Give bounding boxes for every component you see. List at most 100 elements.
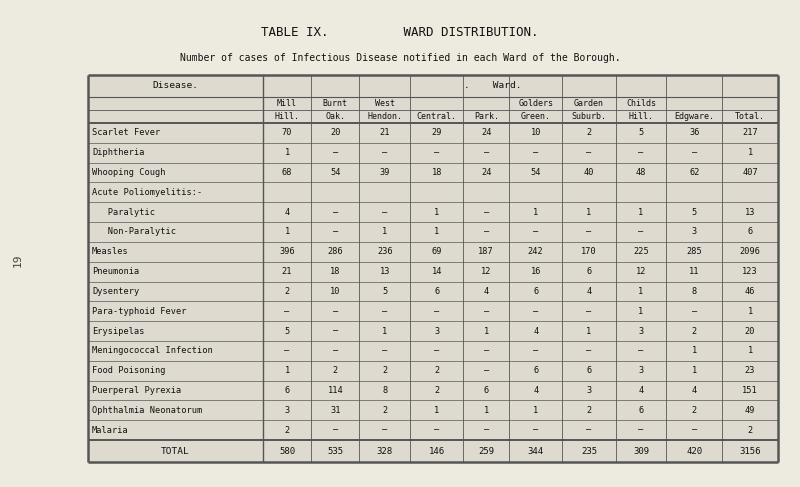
Text: Non-Paralytic: Non-Paralytic: [92, 227, 176, 237]
Text: 1: 1: [747, 307, 753, 316]
Text: 3: 3: [638, 326, 644, 336]
Text: Park.: Park.: [474, 112, 498, 121]
Text: —: —: [382, 426, 387, 434]
Text: Malaria: Malaria: [92, 426, 129, 434]
Text: 2096: 2096: [739, 247, 761, 256]
Text: —: —: [382, 148, 387, 157]
Text: 6: 6: [638, 406, 644, 415]
Text: 5: 5: [692, 207, 697, 217]
Text: —: —: [484, 346, 489, 356]
Text: 1: 1: [285, 148, 290, 157]
Text: —: —: [484, 207, 489, 217]
Text: 16: 16: [530, 267, 541, 276]
Text: Suburb.: Suburb.: [571, 112, 606, 121]
Text: 146: 146: [429, 447, 445, 455]
Text: 1: 1: [692, 346, 697, 356]
Text: —: —: [586, 227, 592, 237]
Text: 4: 4: [533, 386, 538, 395]
Text: 2: 2: [434, 386, 439, 395]
Text: 36: 36: [689, 129, 699, 137]
Text: 5: 5: [382, 287, 387, 296]
Text: 18: 18: [431, 168, 442, 177]
Text: —: —: [434, 148, 439, 157]
Text: 21: 21: [379, 129, 390, 137]
Text: .    Ward.: . Ward.: [464, 81, 522, 91]
Text: Puerperal Pyrexia: Puerperal Pyrexia: [92, 386, 182, 395]
Text: —: —: [692, 426, 697, 434]
Text: 5: 5: [285, 326, 290, 336]
Text: —: —: [484, 148, 489, 157]
Text: 407: 407: [742, 168, 758, 177]
Text: 12: 12: [636, 267, 646, 276]
Text: 1: 1: [533, 207, 538, 217]
Text: Paralytic: Paralytic: [92, 207, 155, 217]
Text: —: —: [533, 307, 538, 316]
Text: —: —: [434, 426, 439, 434]
Text: 420: 420: [686, 447, 702, 455]
Text: 6: 6: [586, 267, 592, 276]
Text: 1: 1: [638, 307, 644, 316]
Text: Hill.: Hill.: [629, 112, 654, 121]
Text: —: —: [638, 227, 644, 237]
Text: Erysipelas: Erysipelas: [92, 326, 145, 336]
Text: —: —: [382, 307, 387, 316]
Text: 2: 2: [747, 426, 753, 434]
Text: 20: 20: [330, 129, 341, 137]
Text: 49: 49: [745, 406, 755, 415]
Text: —: —: [382, 207, 387, 217]
Text: 1: 1: [434, 227, 439, 237]
Text: 2: 2: [586, 129, 592, 137]
Text: 8: 8: [382, 386, 387, 395]
Text: 235: 235: [581, 447, 597, 455]
Text: 151: 151: [742, 386, 758, 395]
Text: —: —: [484, 227, 489, 237]
Text: 18: 18: [330, 267, 341, 276]
Text: 54: 54: [330, 168, 341, 177]
Text: —: —: [434, 346, 439, 356]
Text: 24: 24: [481, 168, 491, 177]
Text: —: —: [285, 307, 290, 316]
Text: 46: 46: [745, 287, 755, 296]
Text: 344: 344: [528, 447, 544, 455]
Text: 4: 4: [638, 386, 644, 395]
Text: —: —: [333, 227, 338, 237]
Text: 29: 29: [431, 129, 442, 137]
Text: 6: 6: [747, 227, 753, 237]
Text: Hill.: Hill.: [274, 112, 300, 121]
Text: 4: 4: [586, 287, 592, 296]
Text: Disease.: Disease.: [153, 81, 198, 91]
Text: 24: 24: [481, 129, 491, 137]
Text: 114: 114: [327, 386, 343, 395]
Text: TABLE IX.          WARD DISTRIBUTION.: TABLE IX. WARD DISTRIBUTION.: [262, 25, 538, 38]
Text: Measles: Measles: [92, 247, 129, 256]
Text: 40: 40: [584, 168, 594, 177]
Text: —: —: [533, 148, 538, 157]
Text: —: —: [382, 346, 387, 356]
Text: 10: 10: [530, 129, 541, 137]
Text: Whooping Cough: Whooping Cough: [92, 168, 166, 177]
Text: Acute Poliomyelitis:-: Acute Poliomyelitis:-: [92, 188, 202, 197]
Text: 259: 259: [478, 447, 494, 455]
Text: 236: 236: [377, 247, 393, 256]
Text: Ophthalmia Neonatorum: Ophthalmia Neonatorum: [92, 406, 202, 415]
Text: Dysentery: Dysentery: [92, 287, 139, 296]
Text: 6: 6: [434, 287, 439, 296]
Text: Meningococcal Infection: Meningococcal Infection: [92, 346, 213, 356]
Text: West: West: [374, 99, 394, 108]
Text: —: —: [285, 346, 290, 356]
Text: —: —: [638, 148, 644, 157]
Text: 1: 1: [285, 227, 290, 237]
Text: 1: 1: [586, 326, 592, 336]
Text: Diphtheria: Diphtheria: [92, 148, 145, 157]
Text: 535: 535: [327, 447, 343, 455]
Text: Childs: Childs: [626, 99, 656, 108]
Text: 31: 31: [330, 406, 341, 415]
Text: Number of cases of Infectious Disease notified in each Ward of the Borough.: Number of cases of Infectious Disease no…: [180, 53, 620, 63]
Text: 6: 6: [533, 287, 538, 296]
Text: Food Poisoning: Food Poisoning: [92, 366, 166, 375]
Text: 2: 2: [285, 287, 290, 296]
Text: 3: 3: [434, 326, 439, 336]
Text: 39: 39: [379, 168, 390, 177]
Text: 1: 1: [638, 287, 644, 296]
Text: Scarlet Fever: Scarlet Fever: [92, 129, 160, 137]
